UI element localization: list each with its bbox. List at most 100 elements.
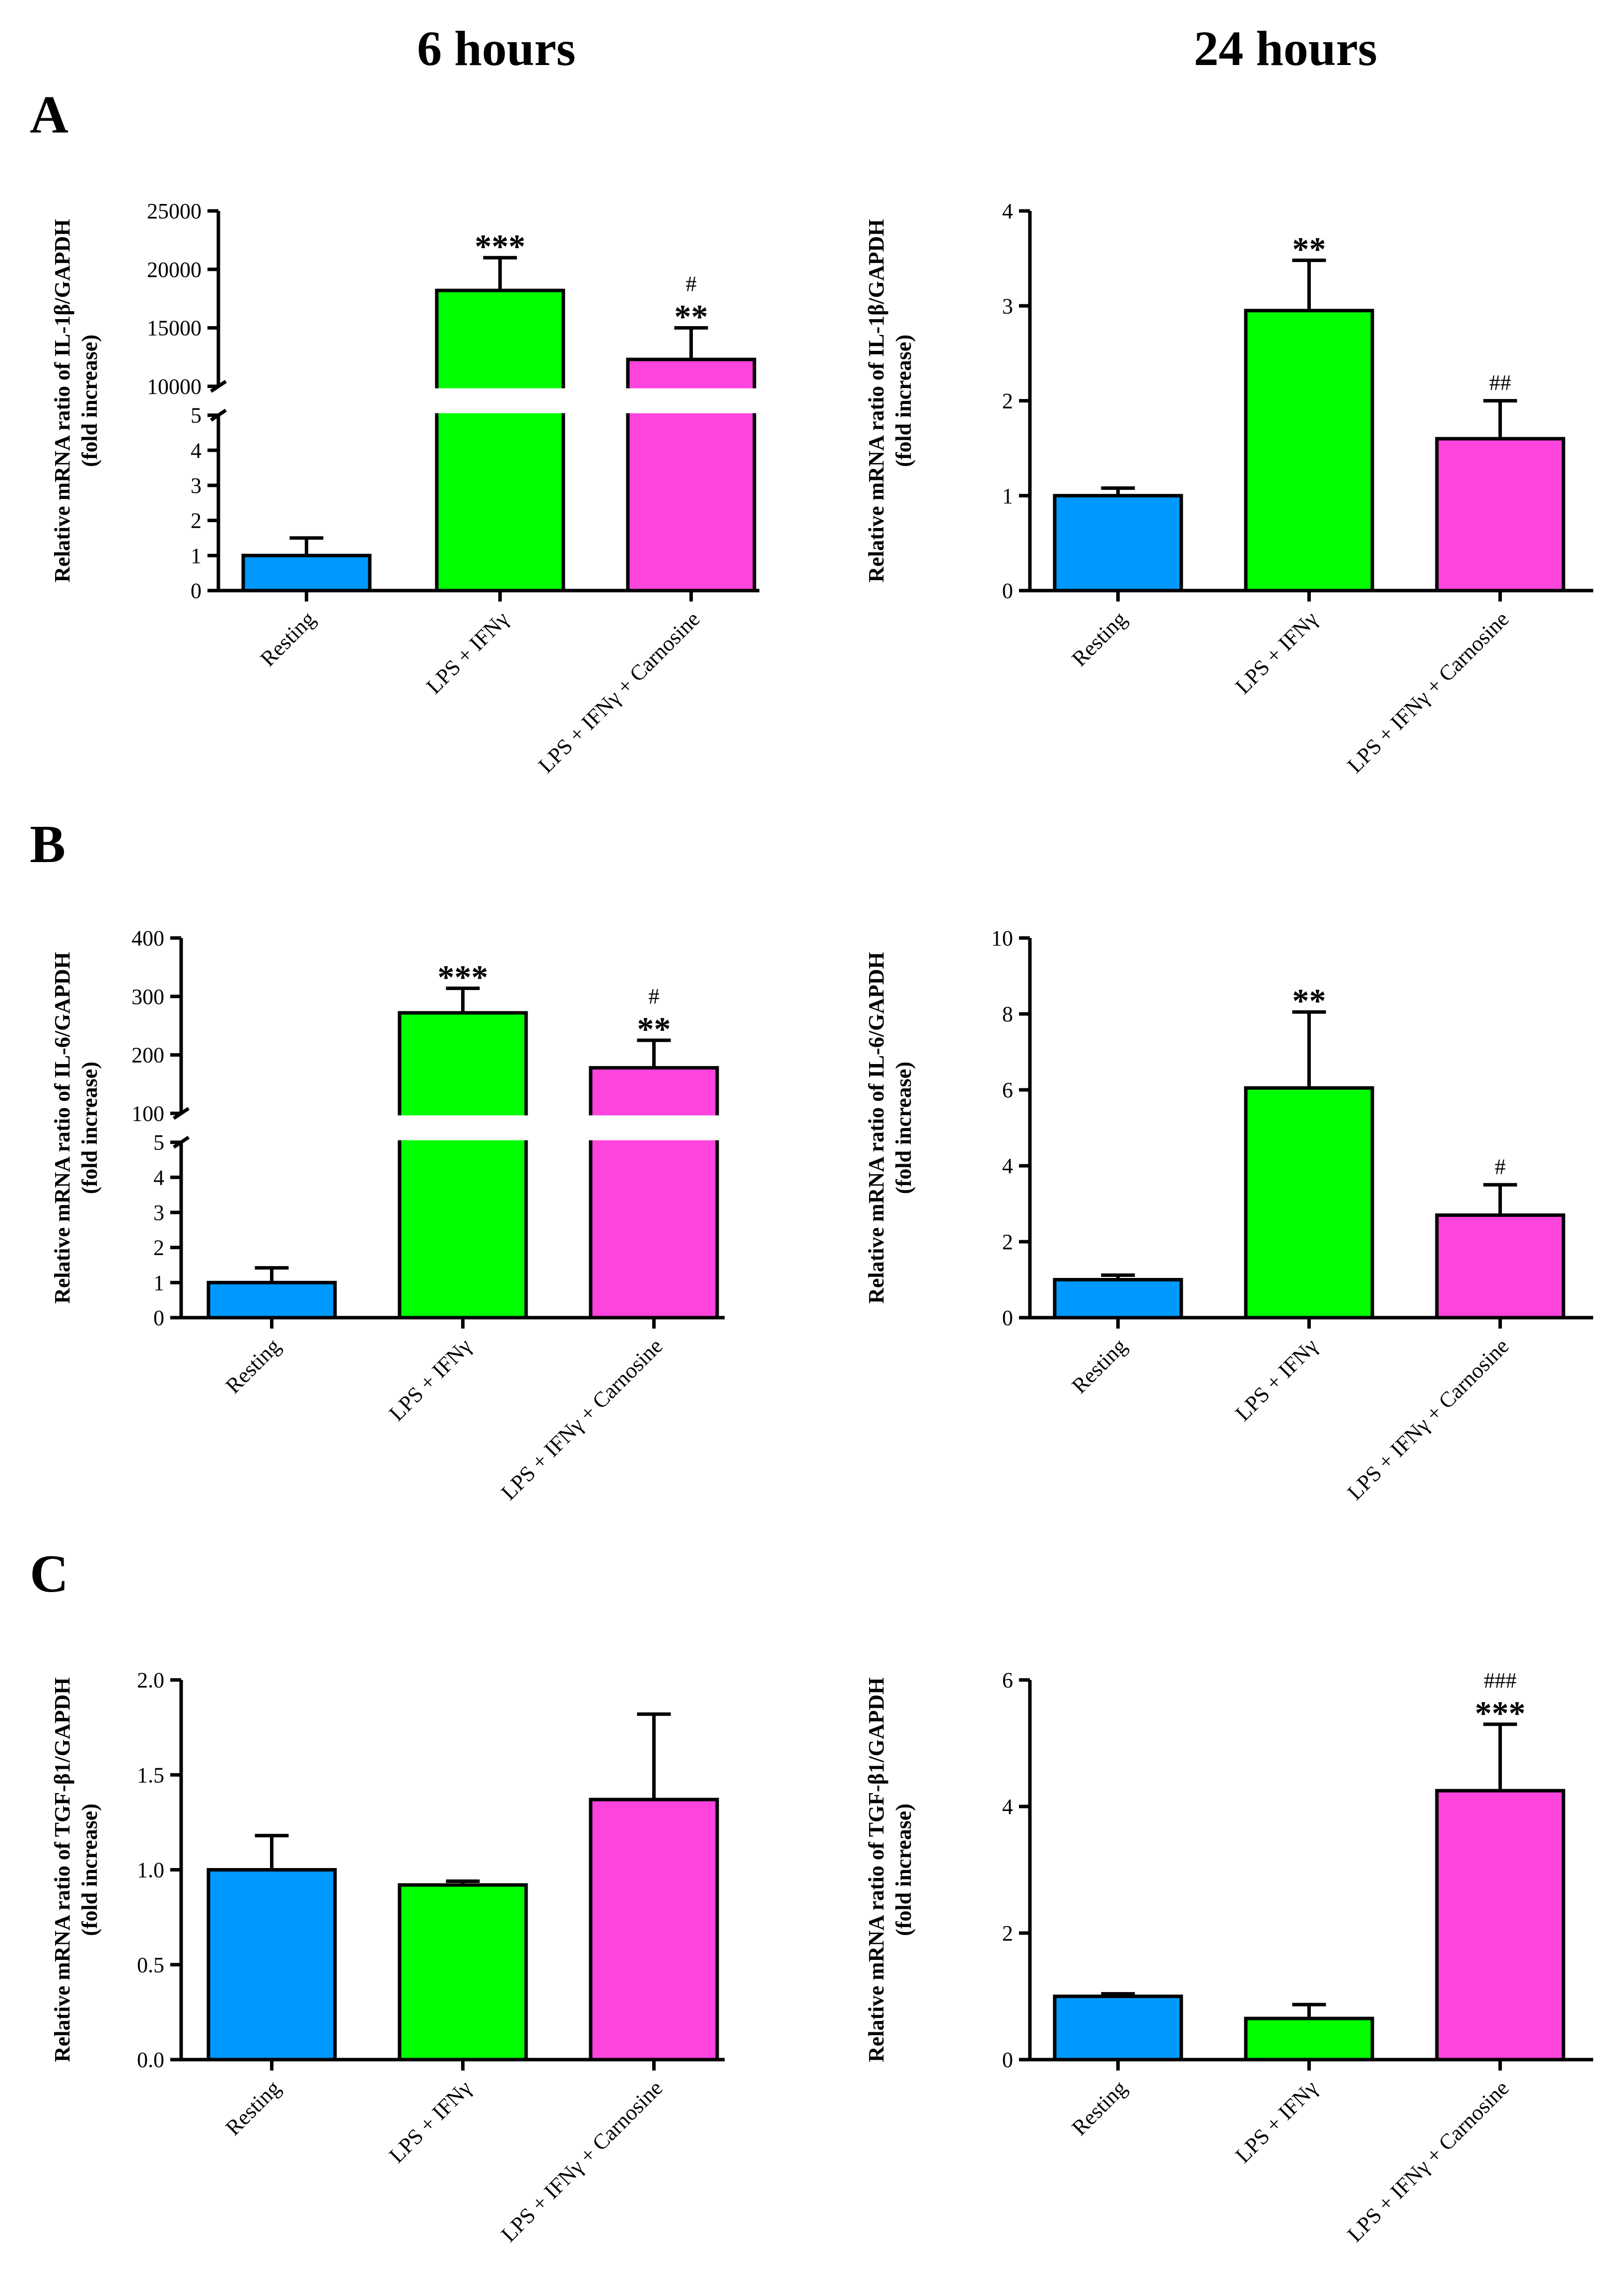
chart6-bar-3 bbox=[1435, 1789, 1565, 2062]
column-title-6h: 6 hours bbox=[417, 21, 576, 76]
chart1-ytick-label-5: 4 bbox=[191, 438, 202, 463]
chart5-xtick-label-1: Resting bbox=[221, 2075, 285, 2140]
chart5-ylabel-line1: Relative mRNA ratio of TGF-β1/GAPDH bbox=[50, 1677, 74, 2062]
chart3-significance-3-1: # bbox=[649, 984, 660, 1008]
chart2-ytick-label-2: 1 bbox=[1002, 484, 1013, 508]
chart3-ytick-label-5: 4 bbox=[153, 1165, 164, 1190]
chart1-ytick-label-3: 2 bbox=[191, 509, 202, 533]
chart6-significance-3-2: *** bbox=[1475, 1694, 1526, 1732]
chart2-xtick-label-3: LPS + IFNγ + Carnosine bbox=[1343, 606, 1514, 778]
chart4-ytick-label-6: 10 bbox=[991, 926, 1013, 950]
chart3-ytick-label-2: 1 bbox=[153, 1271, 164, 1295]
chart1-ylabel-line1: Relative mRNA ratio of IL-1β/GAPDH bbox=[50, 219, 74, 583]
panel-letter-a: A bbox=[30, 85, 68, 144]
chart4-xtick-label-3: LPS + IFNγ + Carnosine bbox=[1343, 1334, 1514, 1505]
chart4-significance-3-1: # bbox=[1495, 1154, 1506, 1179]
chart5-xtick-label-2: LPS + IFNγ bbox=[384, 2075, 476, 2167]
chart3-ytick-label-3: 2 bbox=[153, 1236, 164, 1260]
chart2-bar-3 bbox=[1435, 437, 1565, 593]
chart3-ytick-label-4: 3 bbox=[153, 1201, 164, 1225]
chart4-significance-2-1: ** bbox=[1292, 982, 1326, 1019]
panel-letter-c: C bbox=[30, 1544, 68, 1604]
chart6-xtick-label-3: LPS + IFNγ + Carnosine bbox=[1343, 2075, 1514, 2247]
chart3-bar-3 bbox=[589, 1066, 719, 1320]
chart6-ytick-label-3: 4 bbox=[1002, 1795, 1013, 1819]
chart4-bar-2 bbox=[1244, 1086, 1374, 1320]
chart6-significance-3-1: ### bbox=[1484, 1668, 1517, 1692]
chart2-ytick-label-4: 3 bbox=[1002, 294, 1013, 318]
chart1-ylabel-line2: (fold increase) bbox=[77, 335, 102, 467]
chart3-significance-3-2: ** bbox=[637, 1010, 671, 1048]
panel-letter-b: B bbox=[30, 815, 66, 874]
chart4-bar-3 bbox=[1435, 1213, 1565, 1320]
chart1-xtick-label-3: LPS + IFNγ + Carnosine bbox=[534, 606, 705, 778]
chart2-ytick-label-3: 2 bbox=[1002, 389, 1013, 413]
chart5-xtick-label-3: LPS + IFNγ + Carnosine bbox=[496, 2075, 668, 2247]
chart1-bar-2 bbox=[435, 288, 565, 593]
chart5-ylabel-line2: (fold increase) bbox=[77, 1804, 102, 1936]
chart3-bar-1 bbox=[206, 1280, 337, 1320]
chart4-xtick-label-1: Resting bbox=[1067, 1334, 1132, 1398]
chart5-ytick-label-2: 0.5 bbox=[137, 1953, 164, 1977]
chart4-ytick-label-4: 6 bbox=[1002, 1078, 1013, 1102]
chart6-xtick-label-2: LPS + IFNγ bbox=[1230, 2075, 1322, 2167]
chart5-ytick-label-5: 2.0 bbox=[137, 1668, 164, 1692]
chart6-ytick-label-2: 2 bbox=[1002, 1921, 1013, 1945]
chart1-ytick-label-10: 25000 bbox=[147, 199, 202, 223]
chart3-bar-2 bbox=[398, 1011, 528, 1320]
chart5-bar-3 bbox=[589, 1798, 719, 2062]
chart3-axis-break-gap bbox=[191, 1115, 727, 1140]
chart4-bar-1 bbox=[1053, 1278, 1183, 1320]
chart4-ytick-label-5: 8 bbox=[1002, 1002, 1013, 1026]
chart3-ytick-label-9: 300 bbox=[132, 985, 164, 1009]
chart1-ytick-label-2: 1 bbox=[191, 543, 202, 568]
chart2-significance-3-1: ## bbox=[1489, 371, 1511, 395]
chart1-significance-3-2: ** bbox=[675, 298, 708, 335]
column-title-24h: 24 hours bbox=[1194, 21, 1377, 76]
chart6-bar-1 bbox=[1053, 1995, 1183, 2062]
chart1-ytick-label-8: 15000 bbox=[147, 316, 202, 340]
chart1-ytick-label-9: 20000 bbox=[147, 258, 202, 282]
chart3-xtick-label-2: LPS + IFNγ bbox=[384, 1334, 476, 1425]
chart4-ylabel-line2: (fold increase) bbox=[891, 1062, 916, 1194]
chart2-significance-2-1: ** bbox=[1292, 230, 1326, 268]
chart3-ytick-label-10: 400 bbox=[132, 926, 164, 950]
chart2-xtick-label-1: Resting bbox=[1067, 606, 1132, 671]
chart6-bar-2 bbox=[1244, 2016, 1374, 2062]
chart3-ylabel-line1: Relative mRNA ratio of IL-6/GAPDH bbox=[50, 952, 74, 1304]
chart2-bar-2 bbox=[1244, 309, 1374, 593]
chart1-ytick-label-6: 5 bbox=[191, 403, 202, 428]
chart1-ytick-label-4: 3 bbox=[191, 473, 202, 498]
chart3-ytick-label-7: 100 bbox=[132, 1101, 164, 1126]
chart5-bar-2 bbox=[398, 1883, 528, 2062]
chart4-ytick-label-2: 2 bbox=[1002, 1230, 1013, 1254]
chart5-bar-1 bbox=[206, 1868, 337, 2062]
chart3-ytick-label-8: 200 bbox=[132, 1043, 164, 1068]
chart1-bar-1 bbox=[241, 553, 372, 593]
chart1-axis-break-gap bbox=[228, 388, 764, 413]
chart4-ytick-label-3: 4 bbox=[1002, 1154, 1013, 1178]
chart4-ylabel-line1: Relative mRNA ratio of IL-6/GAPDH bbox=[864, 952, 888, 1304]
chart4-ytick-label-1: 0 bbox=[1002, 1306, 1013, 1330]
chart3-xtick-label-1: Resting bbox=[221, 1334, 285, 1398]
chart3-xtick-label-3: LPS + IFNγ + Carnosine bbox=[496, 1334, 668, 1505]
chart2-ytick-label-1: 0 bbox=[1002, 579, 1013, 603]
chart1-ytick-label-7: 10000 bbox=[147, 374, 202, 399]
chart1-xtick-label-2: LPS + IFNγ bbox=[421, 606, 513, 698]
chart6-xtick-label-1: Resting bbox=[1067, 2075, 1132, 2140]
chart5-ytick-label-3: 1.0 bbox=[137, 1858, 164, 1882]
chart2-ylabel-line1: Relative mRNA ratio of IL-1β/GAPDH bbox=[864, 219, 888, 583]
chart5-ytick-label-1: 0.0 bbox=[137, 2048, 164, 2072]
chart3-ytick-label-1: 0 bbox=[153, 1306, 164, 1330]
chart1-xtick-label-1: Resting bbox=[256, 606, 320, 671]
chart5-ytick-label-4: 1.5 bbox=[137, 1763, 164, 1787]
chart2-ylabel-line2: (fold increase) bbox=[891, 335, 916, 467]
chart2-xtick-label-2: LPS + IFNγ bbox=[1230, 606, 1322, 698]
chart2-bar-1 bbox=[1053, 494, 1183, 593]
chart1-significance-2-1: *** bbox=[475, 227, 526, 265]
chart3-ytick-label-6: 5 bbox=[153, 1131, 164, 1155]
chart3-ylabel-line2: (fold increase) bbox=[77, 1062, 102, 1194]
chart2-ytick-label-5: 4 bbox=[1002, 199, 1013, 223]
chart1-significance-3-1: # bbox=[686, 272, 697, 296]
